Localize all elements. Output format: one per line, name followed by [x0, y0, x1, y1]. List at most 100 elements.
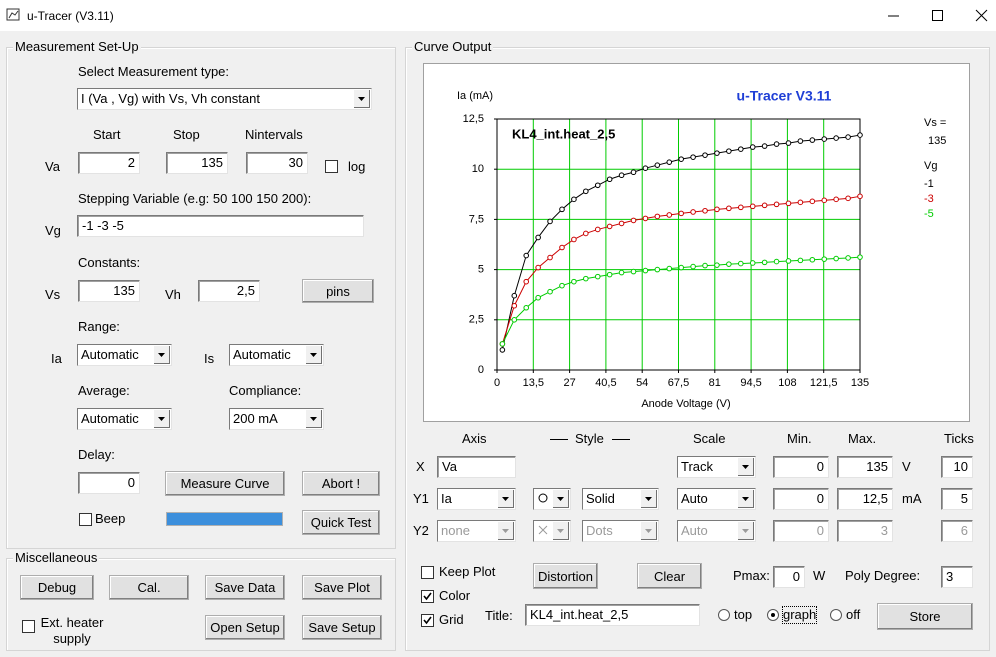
label: Y2 [413, 523, 429, 538]
data-point [654, 266, 661, 273]
checkbox[interactable] [22, 620, 35, 633]
dropdown-arrow[interactable] [305, 410, 322, 428]
data-point [630, 169, 637, 176]
dropdown[interactable]: Solid [582, 488, 659, 510]
progress-bar [166, 512, 283, 526]
checkbox[interactable] [421, 590, 434, 603]
label: Poly Degree: [845, 568, 921, 583]
dropdown-arrow[interactable] [497, 490, 514, 508]
radio-button[interactable] [767, 609, 779, 621]
dropdown[interactable] [533, 488, 571, 510]
dropdown[interactable]: Track [677, 456, 756, 478]
text-field[interactable]: 0 [773, 456, 829, 478]
dropdown-arrow[interactable] [153, 410, 170, 428]
text-field[interactable]: 30 [246, 152, 308, 174]
data-point [797, 199, 804, 206]
text-field[interactable]: 0 [773, 566, 805, 588]
button[interactable]: Clear [637, 563, 702, 589]
data-point [547, 218, 553, 225]
text-field[interactable]: 0 [773, 488, 829, 510]
button[interactable]: pins [302, 279, 374, 303]
label: Stop [173, 127, 200, 142]
dropdown-arrow[interactable] [737, 458, 754, 476]
dropdown[interactable]: I (Va , Vg) with Vs, Vh constant [77, 88, 372, 110]
checkbox[interactable] [79, 513, 92, 526]
data-point [642, 165, 649, 171]
dropdown [533, 520, 571, 542]
group-box: Miscellaneous [6, 550, 396, 651]
button[interactable]: Save Data [205, 575, 285, 600]
maximize-button[interactable] [932, 10, 943, 21]
text-field[interactable]: Va [437, 456, 516, 478]
button[interactable]: Distortion [533, 563, 598, 589]
legend-entry: -3 [924, 193, 934, 205]
button[interactable]: Save Plot [302, 575, 382, 600]
radio-button[interactable] [830, 609, 842, 621]
text-field[interactable]: 0 [78, 472, 140, 494]
dropdown[interactable]: Ia [437, 488, 516, 510]
button[interactable]: Store [877, 603, 973, 630]
dropdown[interactable]: Auto [677, 488, 756, 510]
dropdown[interactable]: Automatic [229, 344, 324, 366]
button[interactable]: Debug [20, 575, 94, 600]
dropdown[interactable]: Automatic [77, 344, 172, 366]
text-field[interactable]: 135 [78, 280, 140, 302]
data-point [785, 258, 792, 264]
button[interactable]: Measure Curve [165, 471, 285, 496]
text-field[interactable]: 5 [941, 488, 973, 510]
text-field[interactable]: 2,5 [198, 280, 260, 302]
label-text: Beep [95, 511, 126, 526]
text-field[interactable]: 135 [837, 456, 893, 478]
text-field[interactable]: 2 [78, 152, 140, 174]
text-field[interactable]: 3 [941, 566, 973, 588]
style-dash [612, 439, 630, 440]
dropdown-value: Track [681, 459, 714, 474]
text-field[interactable]: KL4_int.heat_2,5 [525, 604, 700, 626]
field-value: Va [442, 459, 457, 474]
data-point [606, 271, 613, 278]
button-label: Quick Test [310, 515, 372, 530]
data-point [690, 154, 696, 160]
dropdown-arrow[interactable] [305, 346, 322, 364]
dropdown-arrow[interactable] [640, 490, 657, 508]
radio-button[interactable] [718, 609, 730, 621]
data-point [678, 210, 684, 217]
dropdown-arrow[interactable] [737, 490, 754, 508]
dropdown: Auto [677, 520, 756, 542]
x-tick-label: 54 [636, 377, 648, 389]
checkbox[interactable] [421, 566, 434, 579]
button-label: Cal. [137, 580, 161, 595]
data-point [547, 254, 553, 261]
dropdown-arrow [737, 522, 754, 540]
button[interactable]: Quick Test [302, 510, 380, 535]
button[interactable]: Cal. [109, 575, 189, 600]
dropdown[interactable]: Automatic [77, 408, 172, 430]
text-field[interactable]: 12,5 [837, 488, 893, 510]
button[interactable]: Abort ! [302, 471, 380, 496]
close-button[interactable] [975, 9, 988, 22]
dropdown[interactable]: 200 mA [229, 408, 324, 430]
dropdown-arrow [497, 522, 514, 540]
button[interactable]: Save Setup [302, 615, 382, 640]
checkbox[interactable] [421, 614, 434, 627]
button[interactable]: Open Setup [205, 615, 285, 640]
field-value: 135 [201, 155, 223, 170]
x-tick-label: 40,5 [595, 377, 616, 389]
data-point [833, 255, 839, 262]
text-field[interactable]: -1 -3 -5 [77, 215, 364, 237]
checkbox[interactable] [325, 160, 338, 173]
dropdown-arrow[interactable] [153, 346, 170, 364]
label: Style [575, 431, 604, 446]
y-tick-label: 5 [478, 264, 484, 276]
data-point [833, 196, 839, 203]
text-field[interactable]: 135 [166, 152, 228, 174]
group-title: Measurement Set-Up [13, 39, 141, 55]
text-field[interactable]: 10 [941, 456, 973, 478]
data-point [666, 212, 673, 218]
dropdown-arrow[interactable] [353, 90, 370, 108]
label: Compliance: [229, 383, 302, 398]
dropdown-value: Automatic [233, 347, 291, 362]
data-point [571, 196, 577, 203]
dropdown-arrow[interactable] [552, 490, 569, 508]
